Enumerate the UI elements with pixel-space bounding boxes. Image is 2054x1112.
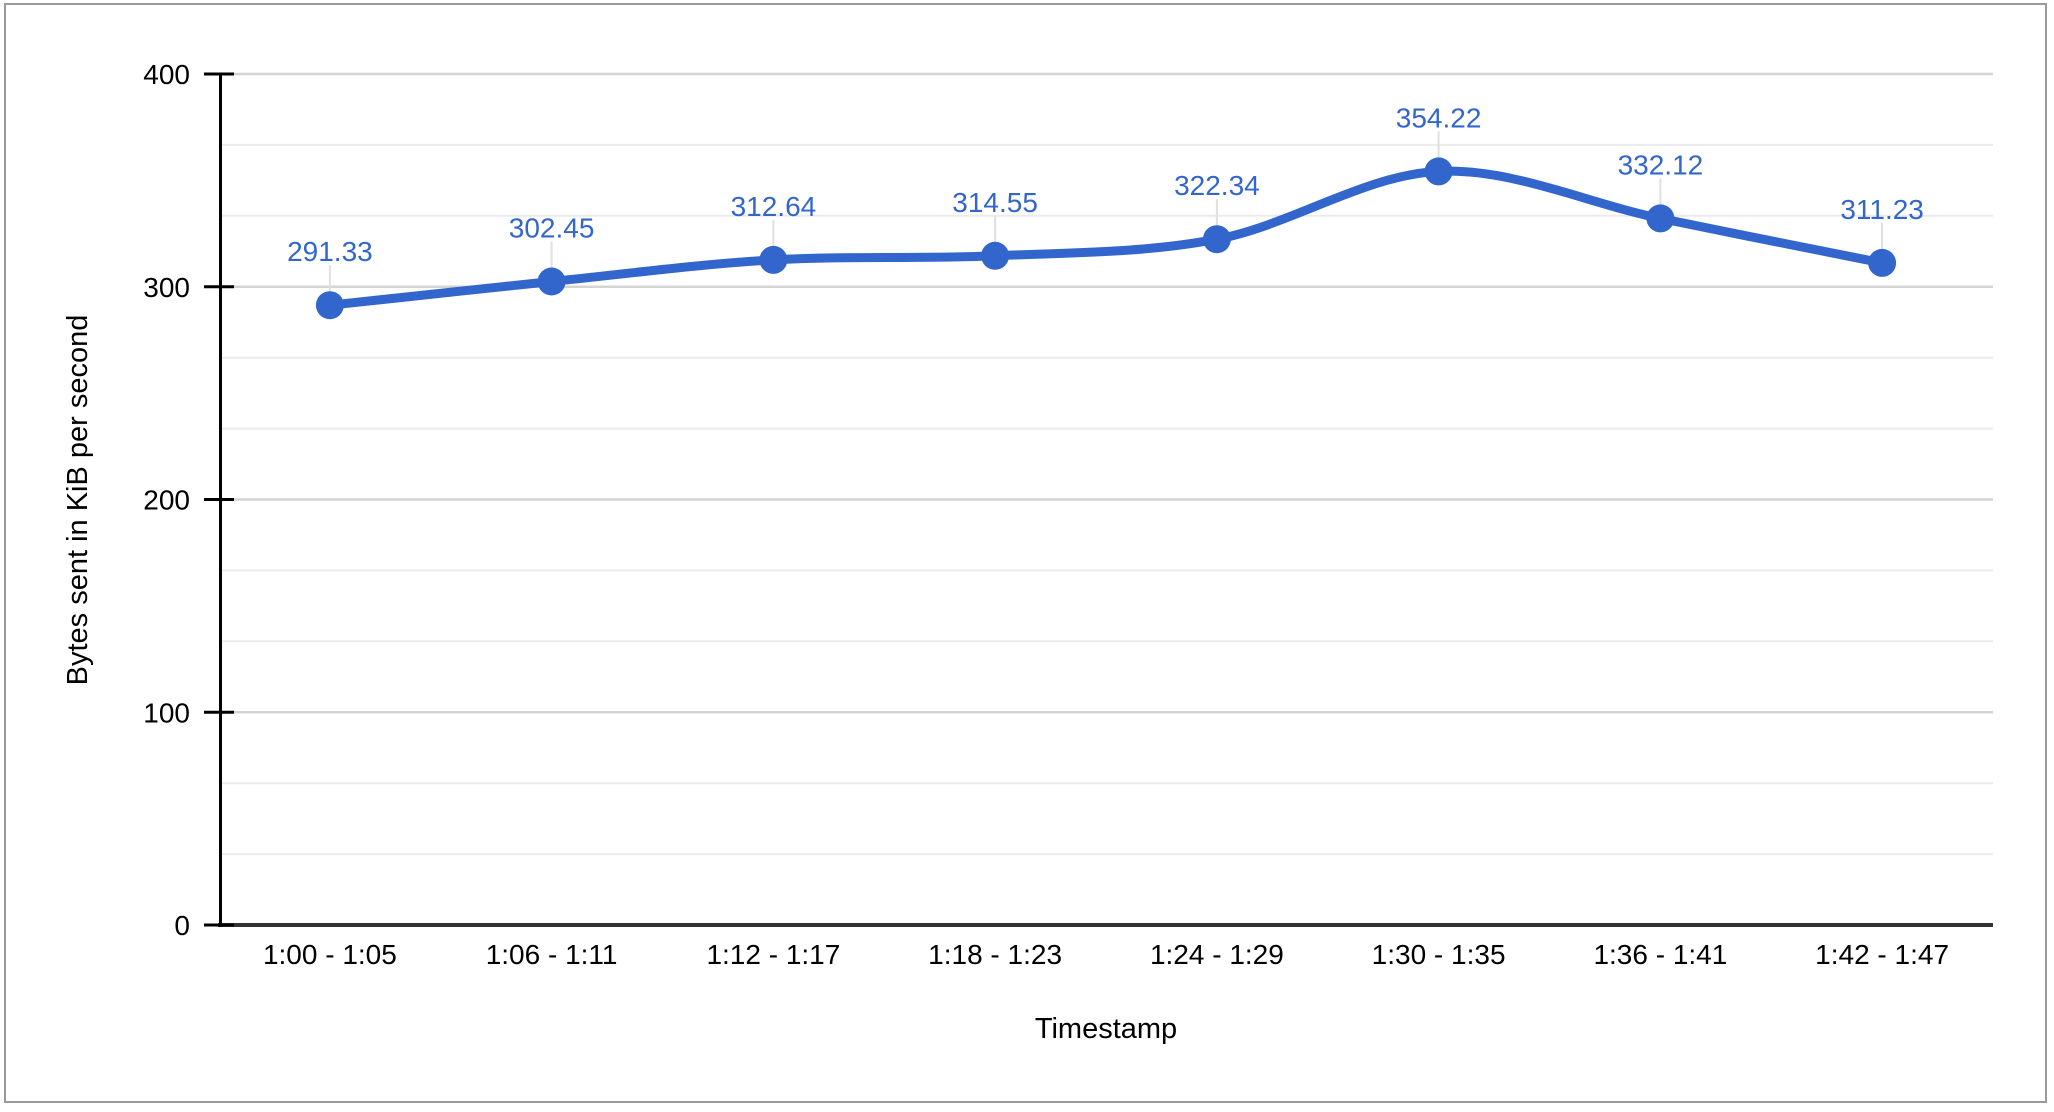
- data-point-value-label: 354.22: [1396, 102, 1482, 133]
- data-point-value-label: 302.45: [509, 213, 595, 244]
- x-category-label: 1:42 - 1:47: [1815, 939, 1949, 970]
- y-tick-label: 0: [174, 910, 190, 941]
- data-point[interactable]: [537, 267, 566, 296]
- y-tick-label: 100: [143, 697, 190, 728]
- y-tick-label: 300: [143, 272, 190, 303]
- chart-frame: [4, 3, 2047, 1103]
- data-point[interactable]: [1202, 225, 1231, 254]
- y-tick-label: 400: [143, 59, 190, 90]
- data-point-value-label: 322.34: [1174, 170, 1260, 201]
- data-point-value-label: 332.12: [1618, 149, 1704, 180]
- x-category-label: 1:06 - 1:11: [486, 939, 618, 970]
- x-category-label: 1:00 - 1:05: [263, 939, 397, 970]
- x-category-label: 1:18 - 1:23: [928, 939, 1062, 970]
- data-point-value-label: 312.64: [731, 191, 817, 222]
- x-category-label: 1:30 - 1:35: [1372, 939, 1506, 970]
- data-point[interactable]: [759, 245, 788, 274]
- y-tick-label: 200: [143, 485, 190, 516]
- x-axis-title: Timestamp: [1035, 1013, 1177, 1045]
- series-line: [325, 166, 1887, 310]
- data-point-value-label: 314.55: [952, 187, 1038, 218]
- data-point[interactable]: [315, 291, 344, 320]
- data-point-value-label: 311.23: [1840, 194, 1924, 225]
- data-point-value-label: 291.33: [287, 236, 373, 267]
- data-point[interactable]: [1868, 248, 1897, 277]
- data-point[interactable]: [981, 241, 1010, 270]
- data-point[interactable]: [1646, 204, 1675, 233]
- x-category-label: 1:36 - 1:41: [1593, 939, 1727, 970]
- x-category-label: 1:24 - 1:29: [1150, 939, 1284, 970]
- x-category-label: 1:12 - 1:17: [706, 939, 840, 970]
- y-axis-title: Bytes sent in KiB per second: [62, 315, 94, 686]
- data-point[interactable]: [1424, 157, 1453, 186]
